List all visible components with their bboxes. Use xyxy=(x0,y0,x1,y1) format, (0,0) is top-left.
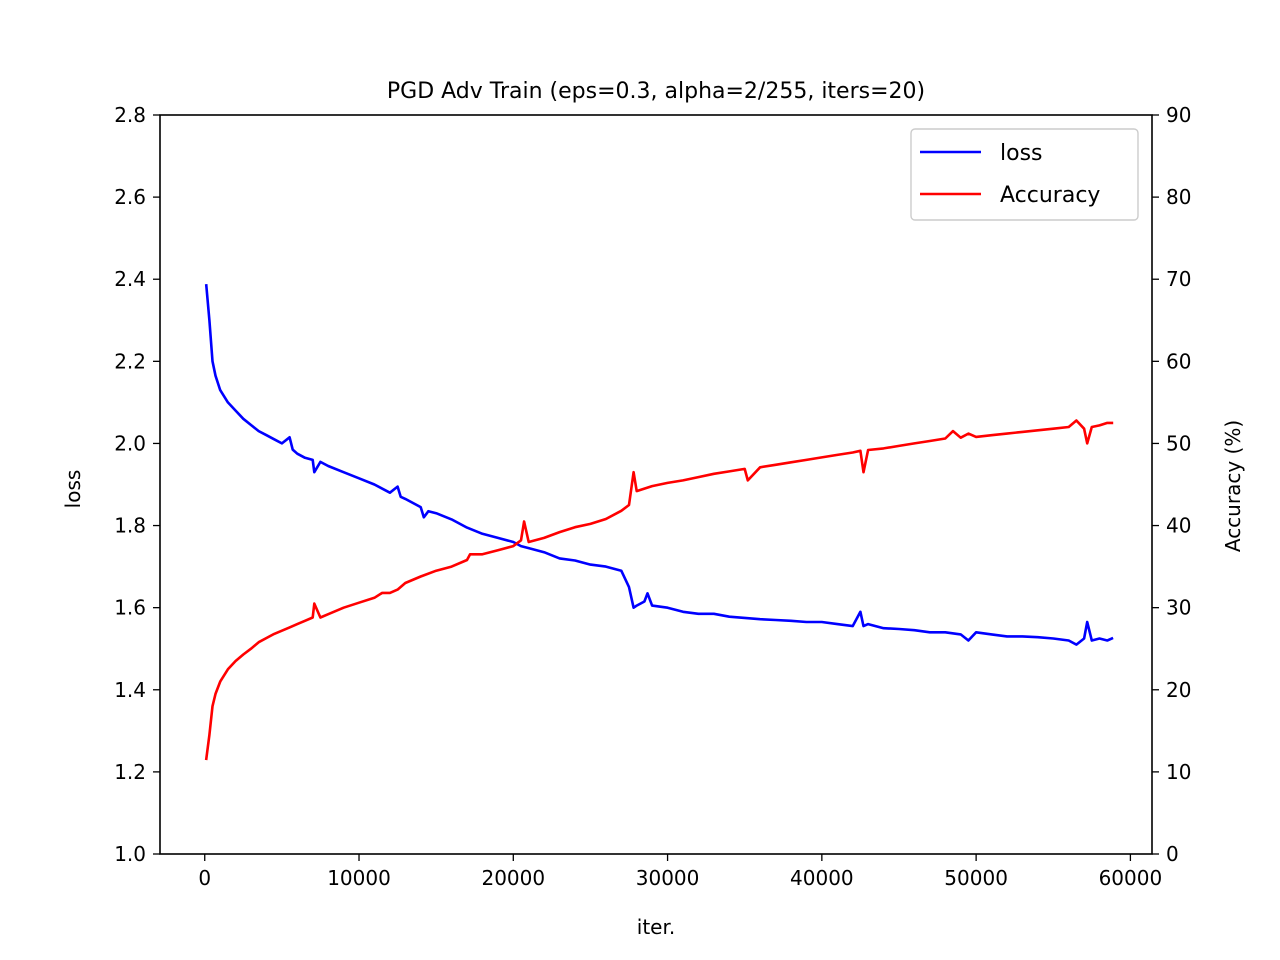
series-line-accuracy xyxy=(204,419,1114,761)
x-tick-label: 20000 xyxy=(481,866,545,890)
right-tick-label: 30 xyxy=(1166,596,1191,620)
legend: loss Accuracy xyxy=(910,128,1139,221)
left-tick-label: 1.8 xyxy=(114,514,146,538)
left-tick-label: 2.0 xyxy=(114,431,146,455)
left-tick-label: 1.0 xyxy=(114,842,146,866)
left-tick-label: 2.2 xyxy=(114,349,146,373)
left-tick-label: 1.6 xyxy=(114,596,146,620)
x-axis-label: iter. xyxy=(637,915,675,939)
left-axis-label: loss xyxy=(61,470,85,509)
left-tick-label: 1.4 xyxy=(114,678,146,702)
right-tick-label: 20 xyxy=(1166,678,1191,702)
right-tick-label: 10 xyxy=(1166,760,1191,784)
left-tick-label: 2.8 xyxy=(114,103,146,127)
x-tick-label: 30000 xyxy=(636,866,700,890)
left-tick-label: 1.2 xyxy=(114,760,146,784)
left-axis-ticks: 1.0 1.2 1.4 1.6 1.8 2.0 2.2 2.4 2.6 2.8 xyxy=(114,103,160,866)
chart-title: PGD Adv Train (eps=0.3, alpha=2/255, ite… xyxy=(387,79,925,104)
x-tick-label: 40000 xyxy=(790,866,854,890)
legend-label-loss: loss xyxy=(1000,141,1043,166)
right-axis-ticks: 0 10 20 30 40 50 60 70 80 90 xyxy=(1152,103,1191,866)
x-tick-label: 60000 xyxy=(1099,866,1163,890)
series-line-loss xyxy=(204,283,1114,646)
x-axis-ticks: 0 10000 20000 30000 40000 50000 60000 xyxy=(198,854,1162,890)
series-layer xyxy=(204,283,1114,761)
right-tick-label: 70 xyxy=(1166,267,1191,291)
right-axis-label: Accuracy (%) xyxy=(1221,420,1245,552)
right-tick-label: 0 xyxy=(1166,842,1179,866)
left-tick-label: 2.4 xyxy=(114,267,146,291)
right-tick-label: 40 xyxy=(1166,514,1191,538)
x-tick-label: 0 xyxy=(198,866,211,890)
x-tick-label: 50000 xyxy=(944,866,1008,890)
legend-label-accuracy: Accuracy xyxy=(1000,183,1100,208)
right-tick-label: 90 xyxy=(1166,103,1191,127)
right-tick-label: 80 xyxy=(1166,185,1191,209)
right-tick-label: 60 xyxy=(1166,349,1191,373)
x-tick-label: 10000 xyxy=(327,866,391,890)
plot-frame xyxy=(159,114,1153,855)
left-tick-label: 2.6 xyxy=(114,185,146,209)
right-tick-label: 50 xyxy=(1166,431,1191,455)
